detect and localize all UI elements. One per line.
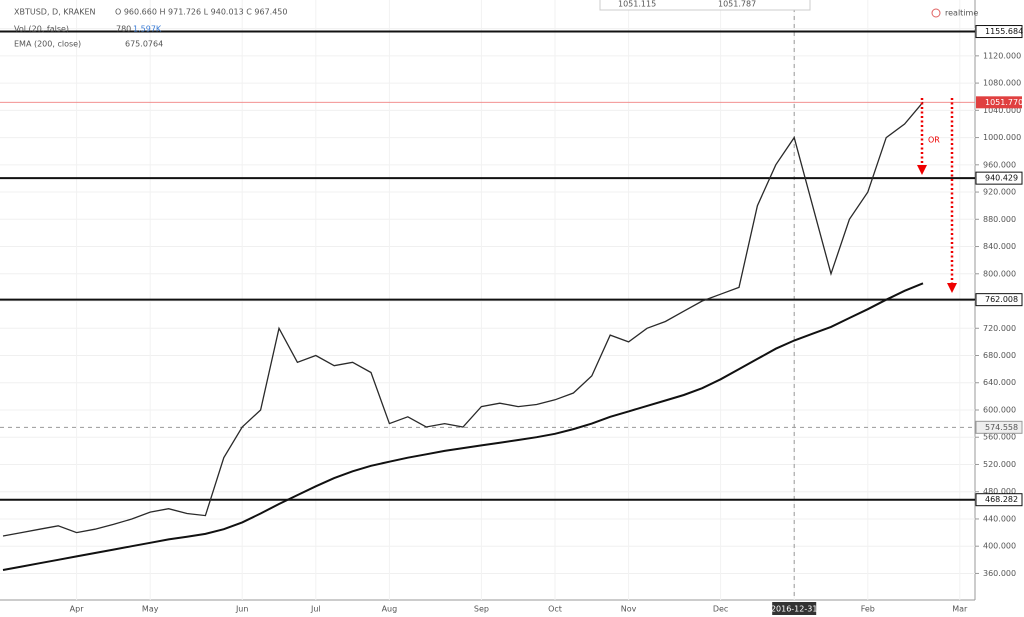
top-box [599,0,811,11]
y-tick-label: 1120.000 [983,51,1021,60]
x-tick-label: Oct [548,605,562,614]
level-label-box [975,25,1023,39]
realtime-icon [931,8,941,18]
annotation: OR [928,136,940,145]
top-box-ask: 1051.787 [718,0,756,9]
x-tick-label: Feb [861,605,875,614]
y-tick-label: 400.000 [983,542,1016,551]
x-tick-label: May [142,605,159,614]
y-tick-label: 600.000 [983,405,1016,414]
y-tick-label: 800.000 [983,269,1016,278]
vol-value: 780 [116,25,131,34]
x-tick-label: 2016-12-31 [771,605,818,614]
y-tick-label: 680.000 [983,351,1016,360]
level-label: 762.008 [985,295,1018,304]
price-line-series [2,101,924,537]
y-tick-label: 1040.000 [983,106,1021,115]
level-label-box [975,493,1023,507]
x-tick-label: Aug [382,605,398,614]
x-tick-label: Nov [621,605,637,614]
y-tick-label: 1000.000 [983,133,1021,142]
y-tick-label: 960.000 [983,160,1016,169]
vol-ma: 1.597K [133,25,162,34]
level-label: 940.429 [985,174,1018,183]
x-tick-label: Dec [713,605,728,614]
level-label-box [975,293,1023,307]
y-tick-label: 1080.000 [983,79,1021,88]
crosshair-label: 574.558 [985,423,1018,432]
y-tick-label: 480.000 [983,487,1016,496]
price-label: 1051.770 [985,98,1023,107]
level-label: 1155.684 [985,27,1023,36]
y-tick-label: 440.000 [983,514,1016,523]
arrows [920,98,954,283]
vol-label: Vol (20, false) [14,25,69,34]
level-label-box [975,171,1023,185]
y-tick-label: 520.000 [983,460,1016,469]
symbol: XBTUSD, D, KRAKEN [14,8,96,17]
x-tick-label: Jun [235,605,249,614]
y-tick-label: 920.000 [983,188,1016,197]
y-tick-label: 640.000 [983,378,1016,387]
y-tick-label: 560.000 [983,433,1016,442]
x-tick-label: Mar [952,605,968,614]
ema-label: EMA (200, close) [14,40,81,49]
x-tick-label: Jul [310,605,321,614]
y-tick-label: 360.000 [983,569,1016,578]
y-tick-label: 720.000 [983,324,1016,333]
overlay: XBTUSD, D, KRAKEN O 960.660 H 971.726 L … [14,0,978,293]
ohlc: O 960.660 H 971.726 L 940.013 C 967.450 [115,8,287,17]
x-tick-label: Sep [474,605,489,614]
ema-value: 675.0764 [125,40,163,49]
ema-line [2,282,924,571]
top-box-bid: 1051.115 [618,0,656,9]
x-tick-label: Apr [70,605,85,614]
price-label-box [976,96,1022,109]
x-label-box [772,602,817,615]
level-label: 468.282 [985,495,1018,504]
realtime: realtime [945,9,978,18]
y-tick-label: 840.000 [983,242,1016,251]
crosshair-label-box [975,420,1023,434]
y-tick-label: 880.000 [983,215,1016,224]
